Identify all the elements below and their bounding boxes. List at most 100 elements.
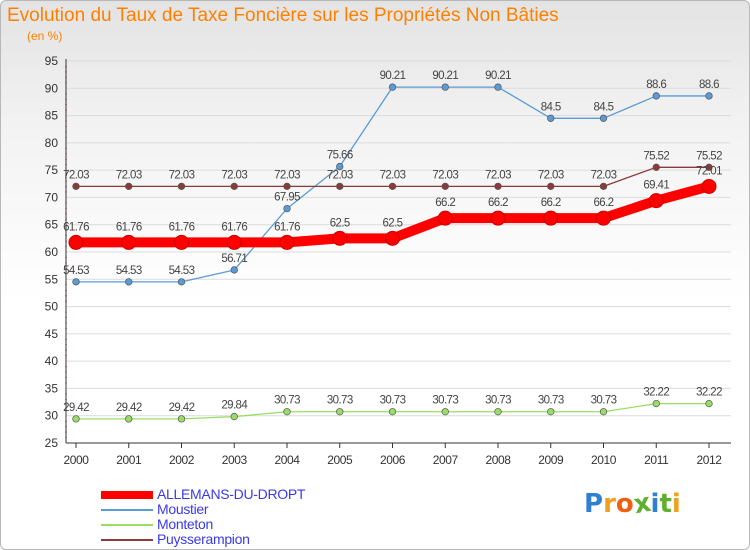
logo-letter: r — [603, 489, 616, 519]
y-tick-label: 90 — [45, 81, 59, 95]
x-tick-label: 2004 — [274, 453, 300, 467]
data-label: 84.5 — [541, 101, 561, 113]
data-label: 30.73 — [380, 395, 406, 407]
data-label: 54.53 — [63, 265, 89, 277]
data-label: 75.52 — [643, 150, 669, 162]
chart-unit-label: (en %) — [27, 29, 63, 43]
y-tick-label: 85 — [45, 109, 59, 123]
data-point — [177, 415, 186, 423]
x-tick-label: 2009 — [538, 453, 564, 467]
data-point — [547, 408, 555, 416]
x-tick-label: 2008 — [485, 453, 511, 467]
data-point — [125, 182, 133, 191]
data-label: 30.73 — [327, 395, 353, 407]
data-point — [283, 182, 291, 191]
series-monteton: 29.42 29.42 29.42 29.84 30.73 30.73 30.73 30.73… — [63, 387, 723, 423]
data-label: 29.42 — [116, 402, 142, 414]
y-tick-label: 30 — [45, 409, 59, 423]
x-tick-label: 2011 — [644, 453, 669, 467]
data-label: 72.01 — [696, 165, 722, 177]
logo-letter: t — [659, 489, 672, 519]
y-tick-label: 95 — [45, 54, 59, 68]
data-point — [388, 408, 397, 416]
data-point — [336, 162, 344, 171]
x-tick-label: 2001 — [116, 453, 142, 467]
data-label: 72.03 — [116, 169, 142, 181]
proxiti-logo: Proxiti — [584, 488, 681, 520]
legend-item: Monteton — [101, 516, 421, 532]
data-point — [332, 230, 348, 246]
data-point — [72, 182, 80, 191]
data-point — [230, 266, 238, 274]
legend-label: ALLEMANS-DU-DROPT — [157, 486, 306, 502]
data-label: 72.03 — [485, 169, 511, 181]
data-label: 72.03 — [591, 169, 617, 181]
data-label: 61.76 — [221, 221, 247, 233]
data-point — [68, 234, 84, 250]
grid-lines: 25 30 35 40 45 50 55 60 65 70 75 80 85 90 95 — [45, 54, 731, 450]
logo-letter: i — [650, 489, 660, 519]
data-point — [388, 182, 397, 191]
data-label: 30.73 — [591, 395, 617, 407]
data-label: 62.5 — [383, 217, 403, 229]
x-tick-label: 2010 — [591, 453, 617, 467]
data-point — [599, 408, 608, 416]
data-label: 72.03 — [221, 169, 247, 181]
data-label: 30.73 — [432, 395, 458, 407]
legend-label: Monteton — [157, 516, 213, 532]
data-point — [599, 182, 608, 191]
data-point — [652, 92, 660, 100]
legend-item: ALLEMANS-DU-DROPT — [101, 486, 421, 502]
data-point — [543, 210, 559, 226]
data-label: 88.6 — [699, 79, 719, 91]
data-label: 72.03 — [380, 169, 406, 181]
data-label: 75.66 — [327, 150, 353, 162]
data-point — [701, 178, 717, 194]
data-point — [648, 193, 664, 209]
data-point — [596, 210, 611, 226]
y-tick-label: 45 — [45, 327, 59, 341]
x-tick-label: 2000 — [63, 453, 89, 467]
data-point — [174, 234, 189, 250]
y-tick-label: 70 — [45, 190, 59, 204]
data-point — [705, 92, 713, 100]
data-point — [652, 399, 660, 408]
y-tick-label: 35 — [45, 381, 59, 395]
data-label: 30.73 — [274, 395, 300, 407]
data-point — [547, 182, 555, 191]
data-point — [230, 182, 238, 191]
data-label: 61.76 — [274, 221, 300, 233]
data-point — [441, 182, 449, 191]
data-point — [177, 278, 186, 286]
series-allemans-du-dropt: 61.76 61.76 61.76 61.76 61.76 62.5 62.5 66.2 66.… — [63, 165, 723, 250]
legend-swatch — [101, 509, 153, 511]
data-point — [494, 83, 502, 91]
legend-swatch — [101, 524, 153, 526]
data-label: 69.41 — [643, 180, 669, 192]
y-tick-label: 50 — [45, 300, 59, 314]
y-tick-label: 65 — [45, 218, 59, 232]
data-label: 72.03 — [327, 169, 353, 181]
data-point — [705, 163, 713, 171]
y-tick-label: 40 — [45, 354, 59, 368]
data-label: 72.03 — [538, 169, 564, 181]
x-tick-label: 2012 — [696, 453, 722, 467]
data-point — [494, 182, 502, 191]
data-label: 90.21 — [432, 70, 458, 82]
series-moustier: 54.53 54.53 54.53 56.71 67.95 75.66 90.21 90.21… — [63, 70, 720, 286]
chart-title: Evolution du Taux de Taxe Foncière sur l… — [7, 5, 559, 26]
x-tick-label: 2007 — [433, 453, 459, 467]
data-label: 29.84 — [221, 400, 248, 412]
data-point — [125, 278, 133, 286]
data-point — [226, 234, 242, 250]
data-label: 90.21 — [380, 70, 406, 82]
data-label: 62.5 — [330, 217, 350, 229]
data-point — [705, 399, 713, 408]
x-axis-ticks: 2000 2001 2002 2003 2004 2005 2006 2007 2008 2009… — [63, 443, 723, 467]
y-tick-label: 55 — [45, 272, 59, 286]
data-label: 29.42 — [169, 402, 195, 414]
data-point — [121, 234, 137, 250]
data-point — [72, 278, 80, 286]
data-point — [652, 163, 660, 171]
